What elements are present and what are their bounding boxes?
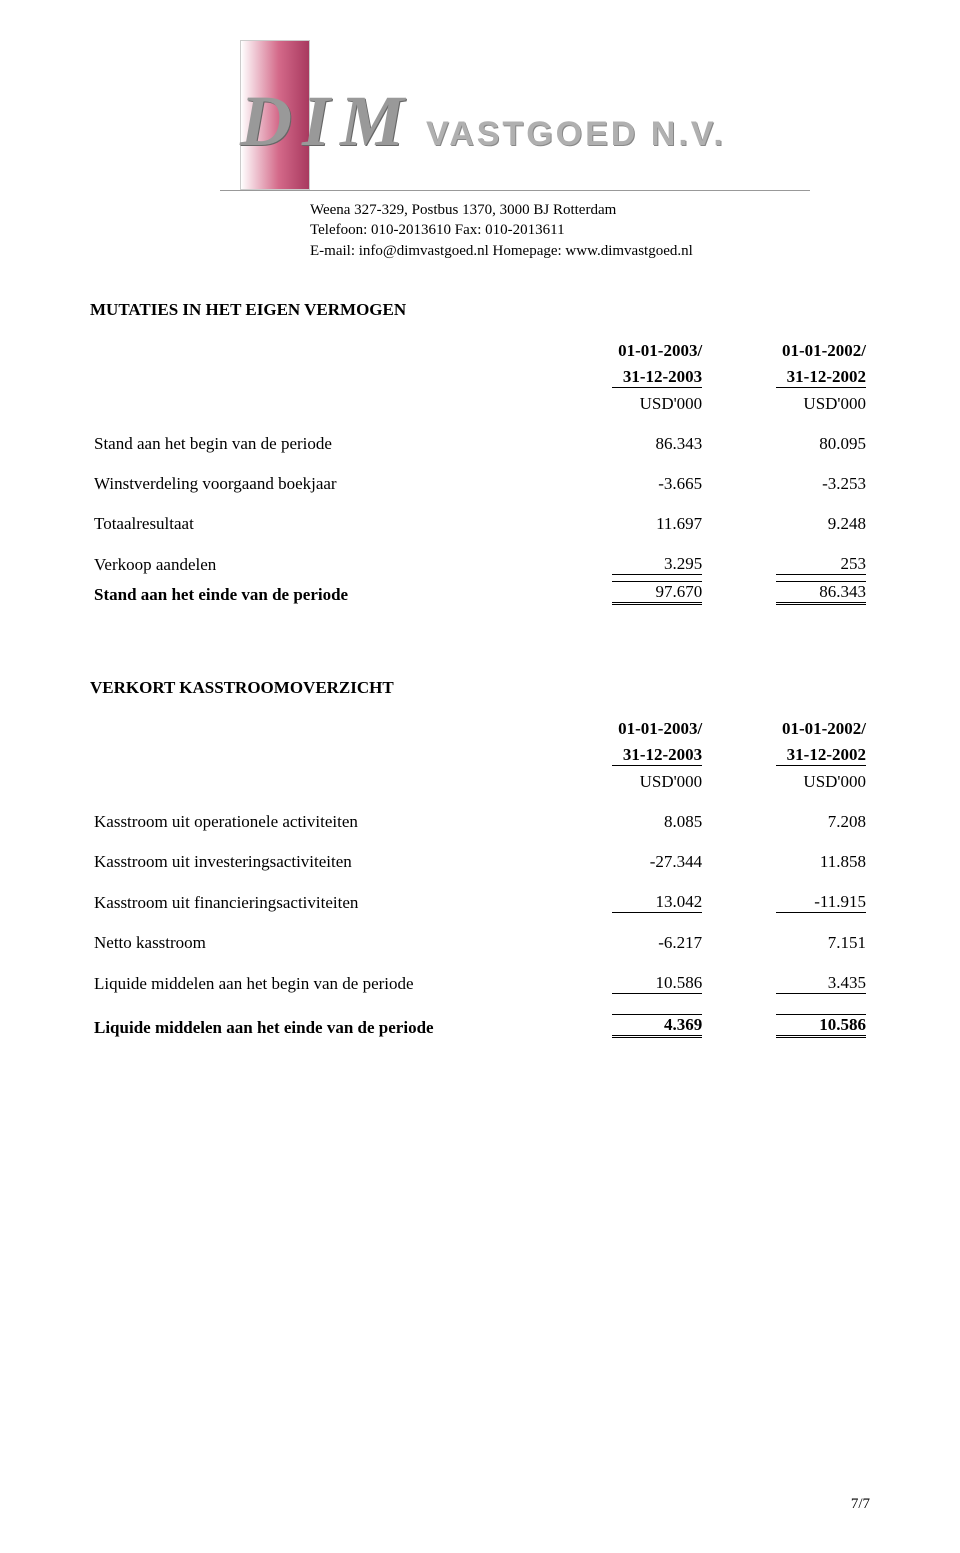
header: DIM VASTGOED N.V. Weena 327-329, Postbus… xyxy=(90,40,870,250)
cf-liquid-end-v1: 4.369 xyxy=(612,1014,702,1038)
cf-liquid-begin-v2: 3.435 xyxy=(776,973,866,994)
row-begin-balance-v2: 80.095 xyxy=(706,431,870,457)
col2-unit: USD'000 xyxy=(706,391,870,417)
row-total-result-label: Totaalresultaat xyxy=(90,511,542,537)
row-end-balance-label: Stand aan het einde van de periode xyxy=(90,578,542,608)
section-2-title: VERKORT KASSTROOMOVERZICHT xyxy=(90,678,870,698)
row-begin-balance-label: Stand aan het begin van de periode xyxy=(90,431,542,457)
cf-investing-v1: -27.344 xyxy=(542,849,706,875)
cf-col1-period-start: 01-01-2003/ xyxy=(542,716,706,742)
logo: DIM VASTGOED N.V. xyxy=(220,40,810,190)
logo-divider xyxy=(220,190,810,191)
cf-investing-v2: 11.858 xyxy=(706,849,870,875)
col1-period-start: 01-01-2003/ xyxy=(542,338,706,364)
logo-company-text: VASTGOED N.V. xyxy=(426,115,726,154)
address-line-2: Telefoon: 010-2013610 Fax: 010-2013611 xyxy=(310,220,693,240)
row-total-result-v2: 9.248 xyxy=(706,511,870,537)
address-line-1: Weena 327-329, Postbus 1370, 3000 BJ Rot… xyxy=(310,200,693,220)
row-share-sale-v2: 253 xyxy=(776,554,866,575)
row-begin-balance-v1: 86.343 xyxy=(542,431,706,457)
cf-liquid-end-label: Liquide middelen aan het einde van de pe… xyxy=(90,1011,542,1041)
logo-text: DIM VASTGOED N.V. xyxy=(240,80,800,163)
row-end-balance-v2: 86.343 xyxy=(776,581,866,605)
page-number: 7/7 xyxy=(851,1496,870,1513)
col2-period-start: 01-01-2002/ xyxy=(706,338,870,364)
cashflow-table: 01-01-2003/ 01-01-2002/ 31-12-2003 31-12… xyxy=(90,716,870,1041)
logo-dim-text: DIM xyxy=(240,80,414,163)
section-1-title: MUTATIES IN HET EIGEN VERMOGEN xyxy=(90,300,870,320)
cf-col1-period-end: 31-12-2003 xyxy=(612,745,702,766)
cf-col2-period-end: 31-12-2002 xyxy=(776,745,866,766)
cf-investing-label: Kasstroom uit investeringsactiviteiten xyxy=(90,849,542,875)
row-share-sale-v1: 3.295 xyxy=(612,554,702,575)
cf-col2-unit: USD'000 xyxy=(706,769,870,795)
cf-col1-unit: USD'000 xyxy=(542,769,706,795)
row-profit-dist-label: Winstverdeling voorgaand boekjaar xyxy=(90,471,542,497)
page: DIM VASTGOED N.V. Weena 327-329, Postbus… xyxy=(0,0,960,1553)
cf-liquid-end-v2: 10.586 xyxy=(776,1014,866,1038)
cf-col2-period-start: 01-01-2002/ xyxy=(706,716,870,742)
row-end-balance-v1: 97.670 xyxy=(612,581,702,605)
cf-net-v1: -6.217 xyxy=(542,930,706,956)
company-address: Weena 327-329, Postbus 1370, 3000 BJ Rot… xyxy=(310,200,693,261)
cf-operational-label: Kasstroom uit operationele activiteiten xyxy=(90,809,542,835)
cf-financing-label: Kasstroom uit financieringsactiviteiten xyxy=(90,889,542,916)
cf-liquid-begin-v1: 10.586 xyxy=(612,973,702,994)
cf-operational-v2: 7.208 xyxy=(706,809,870,835)
cf-financing-v2: -11.915 xyxy=(776,892,866,913)
address-line-3: E-mail: info@dimvastgoed.nl Homepage: ww… xyxy=(310,241,693,261)
equity-mutations-table: 01-01-2003/ 01-01-2002/ 31-12-2003 31-12… xyxy=(90,338,870,608)
row-share-sale-label: Verkoop aandelen xyxy=(90,551,542,578)
col1-period-end: 31-12-2003 xyxy=(612,367,702,388)
cf-operational-v1: 8.085 xyxy=(542,809,706,835)
col1-unit: USD'000 xyxy=(542,391,706,417)
col2-period-end: 31-12-2002 xyxy=(776,367,866,388)
cf-net-label: Netto kasstroom xyxy=(90,930,542,956)
cf-liquid-begin-label: Liquide middelen aan het begin van de pe… xyxy=(90,970,542,997)
cf-net-v2: 7.151 xyxy=(706,930,870,956)
cf-financing-v1: 13.042 xyxy=(612,892,702,913)
row-profit-dist-v1: -3.665 xyxy=(542,471,706,497)
row-profit-dist-v2: -3.253 xyxy=(706,471,870,497)
row-total-result-v1: 11.697 xyxy=(542,511,706,537)
